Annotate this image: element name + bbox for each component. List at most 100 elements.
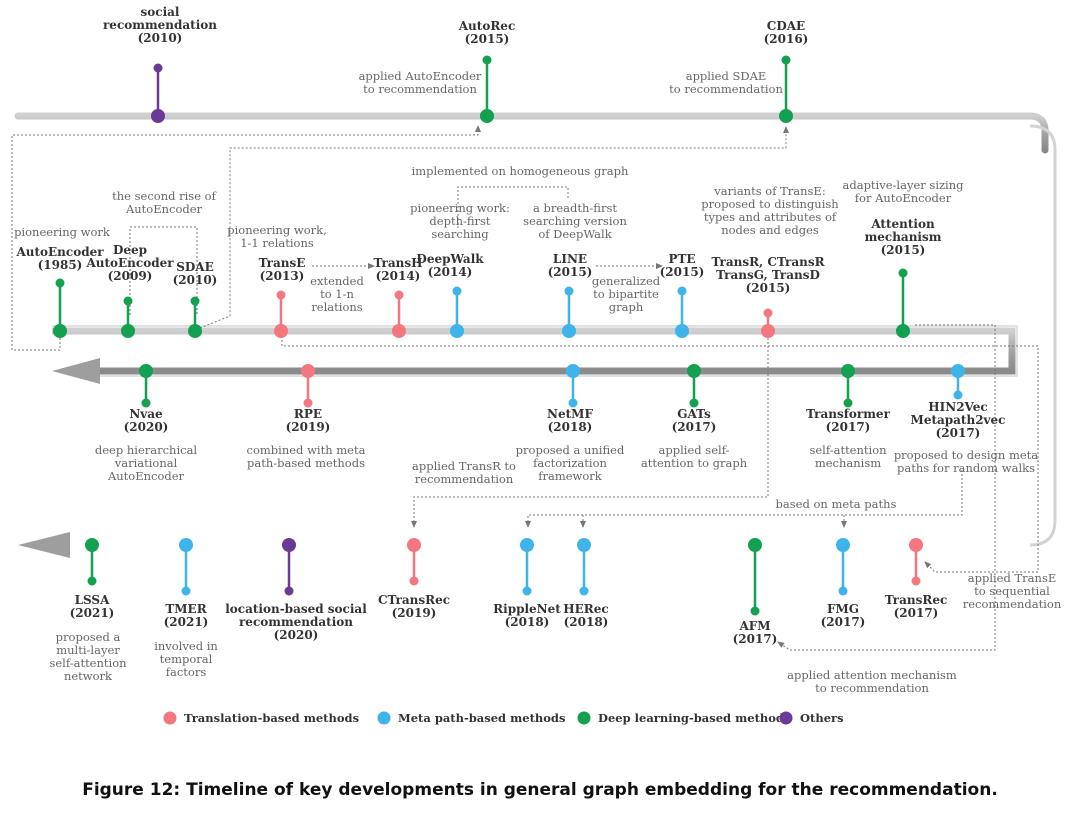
node-marker[interactable]: [274, 324, 288, 338]
node-description: adaptive-layer sizing for AutoEncoder: [843, 178, 965, 205]
node-fmg: FMG (2017): [821, 538, 865, 629]
node-transe: TransE (2013) pioneering work, 1-1 relation…: [227, 223, 327, 338]
annotation-homogeneous: implemented on homogeneous graph: [412, 164, 629, 178]
node-marker[interactable]: [301, 364, 315, 378]
node-tip-dot: [689, 398, 699, 408]
node-title-line: (2015): [746, 281, 791, 295]
node-description: applied SDAE to recommendation: [669, 69, 783, 96]
node-marker[interactable]: [951, 364, 965, 378]
annotation-generalized-line: generalized: [592, 274, 661, 288]
node-title-line: TransG, TransD: [716, 268, 820, 282]
node-tip-dot: [564, 286, 574, 296]
node-marker[interactable]: [480, 109, 494, 123]
annotation-extended-line: relations: [311, 300, 362, 314]
node-transh: TransH (2014): [374, 256, 423, 338]
node-marker[interactable]: [841, 364, 855, 378]
node-marker[interactable]: [85, 538, 99, 552]
node-description: combined with meta path-based methods: [247, 443, 366, 470]
node-tip-dot: [953, 390, 963, 400]
legend-label: Translation-based methods: [184, 711, 359, 725]
node-description: pioneering work, 1-1 relations: [227, 223, 326, 250]
node-title: CTransRec (2019): [378, 593, 450, 620]
node-marker[interactable]: [562, 324, 576, 338]
connector-transe-transrec: [281, 336, 1039, 573]
node-title-line: Nvae: [129, 407, 163, 421]
node-marker[interactable]: [450, 324, 464, 338]
annotation-applied-transr-line: recommendation: [415, 472, 514, 486]
node-cdae: CDAE (2016) applied SDAE to recommendation: [669, 19, 808, 123]
node-title-line: AutoRec: [458, 19, 516, 33]
node-rpe: RPE (2019) combined with meta path-based me…: [247, 364, 366, 470]
node-tip-dot: [781, 55, 791, 65]
node-title-line: GATs: [677, 407, 711, 421]
node-marker[interactable]: [520, 538, 534, 552]
node-description-line: nodes and edges: [721, 223, 819, 237]
node-title-line: Metapath2vec: [911, 413, 1006, 427]
node-tip-dot: [838, 586, 848, 596]
node-description: applied self-attention to graph: [641, 443, 748, 470]
node-description-line: a breadth-first: [533, 201, 617, 215]
node-title-line: social: [141, 5, 180, 19]
annotation-applied-attention: applied attention mechanism to recommenda…: [787, 668, 957, 695]
node-marker[interactable]: [687, 364, 701, 378]
node-marker[interactable]: [675, 324, 689, 338]
node-description-line: factorization: [533, 456, 607, 470]
node-marker[interactable]: [896, 324, 910, 338]
node-description-line: proposed a: [56, 630, 121, 644]
node-title: LSSA (2021): [70, 593, 115, 620]
node-marker[interactable]: [188, 324, 202, 338]
node-title-line: DeepWalk: [416, 252, 484, 266]
node-description-line: factors: [166, 665, 207, 679]
node-marker[interactable]: [577, 538, 591, 552]
legend: Translation-based methods Meta path-based…: [163, 711, 844, 725]
node-marker[interactable]: [836, 538, 850, 552]
node-title-line: NetMF: [547, 407, 593, 421]
node-title: Transformer (2017): [806, 407, 890, 434]
node-marker[interactable]: [179, 538, 193, 552]
annotation-generalized-line: graph: [609, 300, 644, 314]
annotation-based-meta-line: based on meta paths: [776, 497, 897, 511]
annotation-homogeneous-line: implemented on homogeneous graph: [412, 164, 629, 178]
node-ripplenet: RippleNet (2018): [493, 538, 561, 629]
node-transformer: Transformer (2017) self-attention mechanism: [806, 364, 891, 470]
annotation-extended: extended to 1-n relations: [310, 274, 364, 314]
node-marker[interactable]: [139, 364, 153, 378]
annotation-applied-transr: applied TransR to recommendation: [412, 459, 516, 486]
legend-swatch: [577, 711, 591, 725]
node-title-line: (2018): [548, 420, 593, 434]
node-title-line: (2013): [260, 269, 305, 283]
node-marker[interactable]: [151, 109, 165, 123]
node-description: a breadth-first searching version of DeepW…: [523, 201, 627, 241]
node-description: proposed to design meta paths for random …: [894, 448, 1038, 475]
node-title-line: (2017): [894, 606, 939, 620]
annotation-second-rise-line: the second rise of: [112, 189, 216, 203]
annotation-extended-line: to 1-n: [320, 287, 354, 301]
node-marker[interactable]: [282, 538, 296, 552]
node-title-line: (1985): [38, 258, 83, 272]
node-tip-dot: [750, 606, 760, 616]
node-title-line: AFM: [738, 619, 770, 633]
node-description-line: pioneering work:: [410, 201, 510, 215]
node-marker[interactable]: [566, 364, 580, 378]
node-description: deep hierarchical variational AutoEncoder: [95, 443, 198, 483]
node-marker[interactable]: [909, 538, 923, 552]
node-title-line: CTransRec: [378, 593, 450, 607]
node-description-line: involved in: [154, 639, 218, 653]
node-tip-dot: [898, 268, 908, 278]
node-tip-dot: [190, 296, 200, 306]
node-description-line: variants of TransE:: [713, 184, 825, 198]
node-marker[interactable]: [392, 324, 406, 338]
node-title: TransH (2014): [374, 256, 423, 283]
node-marker[interactable]: [53, 324, 67, 338]
node-marker[interactable]: [761, 324, 775, 338]
node-marker[interactable]: [779, 109, 793, 123]
node-title-line: (2017): [826, 420, 871, 434]
node-pte: PTE (2015): [660, 252, 704, 338]
node-marker[interactable]: [407, 538, 421, 552]
node-line: LINE (2015) a breadth-first searching versi…: [523, 201, 627, 338]
node-marker[interactable]: [748, 538, 762, 552]
annotation-based-meta: based on meta paths: [776, 497, 897, 511]
node-description-line: proposed to design meta: [894, 448, 1038, 462]
node-marker[interactable]: [121, 324, 135, 338]
node-description-line: attention to graph: [641, 456, 748, 470]
